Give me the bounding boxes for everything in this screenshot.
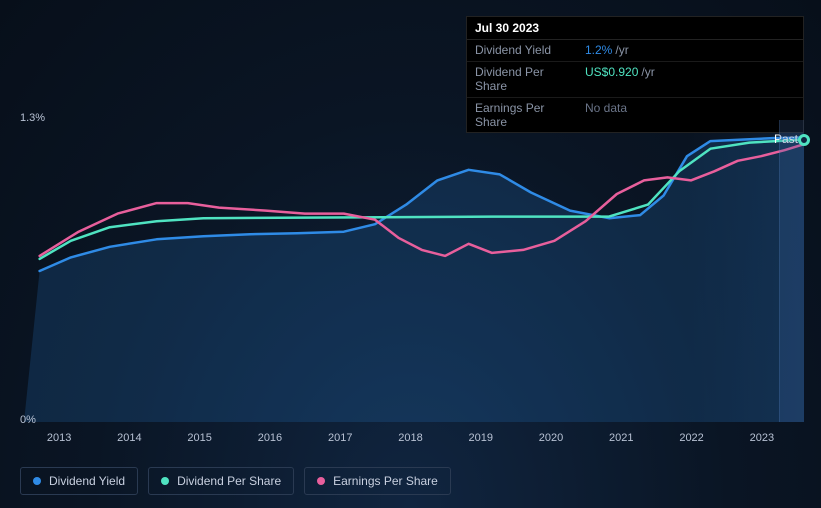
tooltip-row-label: Dividend Yield [467, 40, 577, 60]
x-axis-label: 2014 [117, 432, 141, 444]
legend-item-dividend-yield[interactable]: Dividend Yield [20, 467, 138, 495]
x-axis-label: 2020 [539, 432, 563, 444]
x-axis-label: 2019 [469, 432, 493, 444]
legend-item-dividend-per-share[interactable]: Dividend Per Share [148, 467, 294, 495]
legend-dot-icon [161, 477, 169, 485]
tooltip-row: Dividend Yield1.2%/yr [467, 40, 803, 60]
tooltip: Jul 30 2023 Dividend Yield1.2%/yrDividen… [466, 16, 804, 133]
legend-dot-icon [33, 477, 41, 485]
legend-item-label: Dividend Yield [49, 474, 125, 488]
legend-item-earnings-per-share[interactable]: Earnings Per Share [304, 467, 451, 495]
end-marker-bar [779, 120, 804, 422]
chart-plot [24, 120, 804, 422]
legend-item-label: Dividend Per Share [177, 474, 281, 488]
tooltip-row-value: 1.2%/yr [577, 40, 637, 60]
tooltip-row-value: US$0.920/yr [577, 62, 663, 97]
tooltip-date: Jul 30 2023 [467, 17, 803, 40]
x-axis-label: 2022 [679, 432, 703, 444]
tooltip-row: Dividend Per ShareUS$0.920/yr [467, 61, 803, 97]
legend-dot-icon [317, 477, 325, 485]
legend-item-label: Earnings Per Share [333, 474, 438, 488]
tooltip-rows: Dividend Yield1.2%/yrDividend Per ShareU… [467, 40, 803, 132]
tooltip-row: Earnings Per ShareNo data [467, 97, 803, 133]
end-marker-dot [798, 134, 810, 146]
x-axis-label: 2023 [750, 432, 774, 444]
tooltip-row-label: Earnings Per Share [467, 98, 577, 133]
x-axis-label: 2013 [47, 432, 71, 444]
x-axis-label: 2017 [328, 432, 352, 444]
tooltip-row-label: Dividend Per Share [467, 62, 577, 97]
x-axis-label: 2016 [258, 432, 282, 444]
x-axis-label: 2018 [398, 432, 422, 444]
y-axis-label: 0% [20, 414, 36, 426]
y-axis-label: 1.3% [20, 112, 45, 124]
tooltip-row-value: No data [577, 98, 635, 133]
legend: Dividend Yield Dividend Per Share Earnings… [20, 467, 451, 495]
x-axis-label: 2021 [609, 432, 633, 444]
x-axis-label: 2015 [187, 432, 211, 444]
